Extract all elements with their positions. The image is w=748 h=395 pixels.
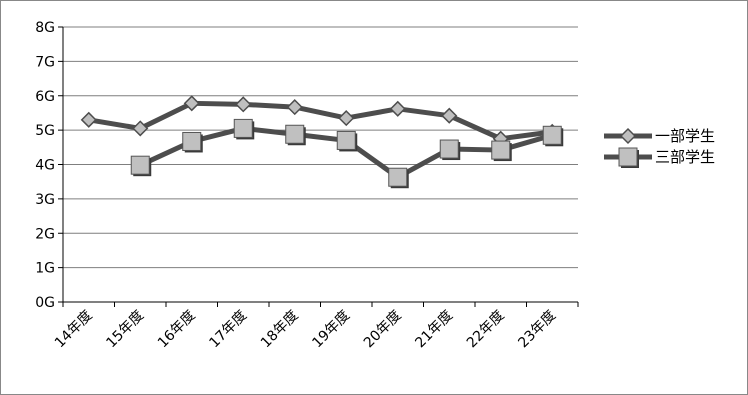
y-tick-label: 3G xyxy=(35,192,55,208)
y-tick-label: 6G xyxy=(35,89,55,105)
y-axis-ticks: 0G 1G 2G 3G 4G 5G 6G 7G 8G xyxy=(35,20,55,311)
legend-item-2: 三部学生 xyxy=(604,147,715,168)
data-point xyxy=(542,125,562,145)
data-point xyxy=(441,107,458,124)
y-tick-label: 4G xyxy=(35,158,55,174)
legend-marker xyxy=(618,147,638,167)
data-point xyxy=(338,110,355,127)
data-point xyxy=(439,139,459,159)
y-tick-label: 7G xyxy=(35,54,55,70)
data-point xyxy=(336,130,356,150)
series xyxy=(80,95,564,189)
legend-label: 三部学生 xyxy=(655,148,715,166)
data-point xyxy=(233,118,253,138)
data-point xyxy=(285,124,305,144)
series-1 xyxy=(80,95,561,147)
data-point xyxy=(130,155,150,175)
data-point xyxy=(389,100,406,117)
data-point xyxy=(286,99,303,116)
y-tick-label: 0G xyxy=(35,295,55,311)
y-tick-label: 5G xyxy=(35,123,55,139)
legend-label: 一部学生 xyxy=(655,127,715,145)
series-line xyxy=(86,100,555,142)
series-2 xyxy=(130,118,564,189)
gridlines xyxy=(63,26,578,269)
data-point xyxy=(182,131,202,151)
legend-marker xyxy=(619,127,637,145)
data-point xyxy=(388,167,408,187)
data-point xyxy=(80,111,97,128)
axes xyxy=(58,26,579,307)
data-point xyxy=(183,95,200,112)
legend-item-1: 一部学生 xyxy=(604,127,715,145)
y-tick-label: 1G xyxy=(35,261,55,277)
data-point xyxy=(132,120,149,137)
y-tick-label: 2G xyxy=(35,226,55,242)
data-point xyxy=(235,96,252,113)
data-point xyxy=(491,140,511,160)
y-tick-label: 8G xyxy=(35,20,55,36)
